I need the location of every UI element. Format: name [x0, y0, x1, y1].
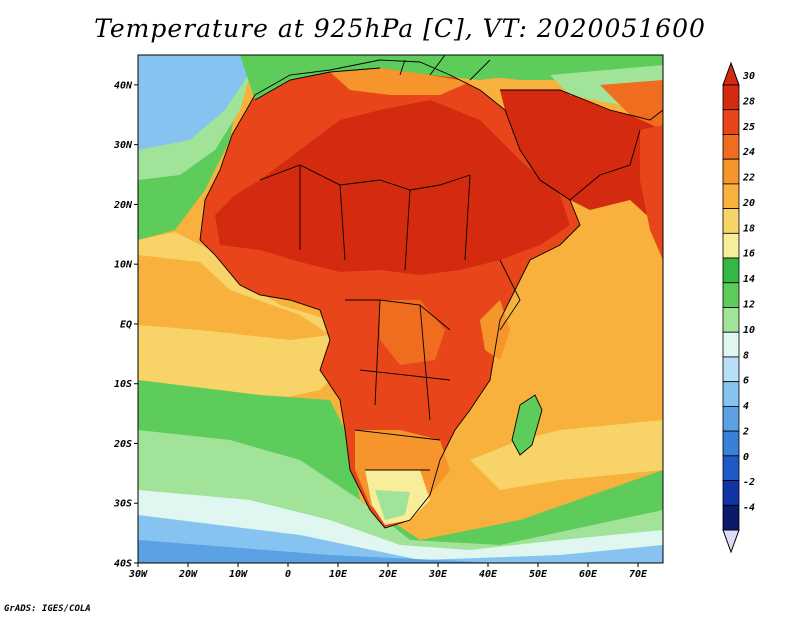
colorbar-swatch — [722, 455, 740, 481]
arabia-hot — [500, 90, 663, 230]
colorbar-swatch — [722, 381, 740, 407]
colorbar-top-arrow — [722, 61, 740, 86]
colorbar-label: 30 — [742, 71, 755, 82]
lon-label: 10E — [329, 569, 348, 580]
colorbar-label: 8 — [743, 350, 749, 361]
colorbar-swatch — [722, 232, 740, 259]
cape-green — [375, 490, 410, 520]
europe-green — [240, 55, 520, 100]
credit-text: GrADS: IGES/COLA — [4, 604, 91, 614]
temperature-field — [138, 55, 663, 563]
lat-label: 20N — [113, 200, 133, 211]
colorbar-label: 24 — [742, 147, 755, 158]
lat-label: 20S — [113, 439, 132, 450]
lat-label: 40N — [114, 80, 133, 91]
lon-label: 30W — [128, 569, 148, 580]
lat-label: 40S — [114, 559, 132, 570]
sahel-hot — [215, 100, 570, 275]
colorbar-label: -4 — [743, 503, 755, 514]
page-title: Temperature at 925hPa [C], VT: 202005160… — [94, 14, 706, 43]
colorbar-swatch — [722, 430, 740, 457]
indian-ocean-yellow — [470, 420, 663, 490]
colorbar-label: 6 — [743, 376, 749, 387]
colorbar-swatch — [722, 84, 740, 111]
colorbar-swatch — [722, 480, 740, 506]
lat-label: 30N — [113, 140, 133, 151]
colorbar-swatch — [722, 307, 740, 333]
lon-label: 20W — [178, 569, 198, 580]
colorbar-bottom-arrow — [722, 529, 740, 554]
lat-label: 10S — [114, 379, 132, 390]
colorbar-label: -2 — [743, 477, 755, 488]
colorbar-swatch — [722, 331, 740, 358]
colorbar-label: 4 — [743, 401, 749, 412]
india-edge — [640, 125, 663, 260]
colorbar-label: 28 — [742, 96, 755, 107]
colorbar-label: 0 — [743, 452, 749, 463]
colorbar-swatch — [722, 134, 740, 160]
lon-label: 40E — [479, 569, 498, 580]
lat-label: EQ — [120, 319, 132, 330]
colorbar-label: 12 — [743, 300, 755, 311]
colorbar-swatch — [722, 356, 740, 383]
lat-label: 30S — [113, 499, 132, 510]
iran-orange — [600, 80, 663, 130]
lat-label: 10N — [114, 260, 133, 271]
south-ocean-deep — [138, 540, 500, 563]
tropical-atlantic-orange — [138, 255, 330, 340]
lon-label: 60E — [579, 569, 598, 580]
colorbar-label: 20 — [742, 198, 755, 209]
colorbar-swatch — [722, 183, 740, 210]
north-atlantic-blue — [138, 55, 260, 150]
lon-label: 0 — [285, 569, 291, 580]
colorbar-label: 25 — [742, 122, 755, 133]
colorbar-swatch — [722, 282, 740, 308]
colorbar-label: 10 — [743, 325, 755, 336]
lon-label: 10W — [229, 569, 248, 580]
colorbar-label: 14 — [743, 274, 755, 285]
colorbar-swatch — [722, 257, 740, 284]
lon-label: 50E — [529, 569, 548, 580]
plot-frame — [137, 54, 664, 564]
lon-label: 20E — [378, 569, 398, 580]
mediterranean-orange — [330, 68, 470, 95]
colorbar-swatch — [722, 109, 740, 135]
lon-label: 70E — [629, 569, 648, 580]
colorbar-label: 16 — [743, 249, 755, 260]
colorbar-label: 22 — [742, 173, 755, 184]
colorbar-swatch — [722, 208, 740, 234]
colorbar-swatch — [722, 504, 740, 531]
colorbar-swatch — [722, 405, 740, 432]
congo-orange — [380, 300, 445, 365]
colorbar-swatch — [722, 158, 740, 185]
colorbar-label: 2 — [742, 426, 749, 437]
colorbar-label: 18 — [743, 223, 755, 234]
coastlines — [199, 55, 663, 529]
lon-label: 30E — [428, 569, 448, 580]
madagascar — [512, 395, 542, 455]
